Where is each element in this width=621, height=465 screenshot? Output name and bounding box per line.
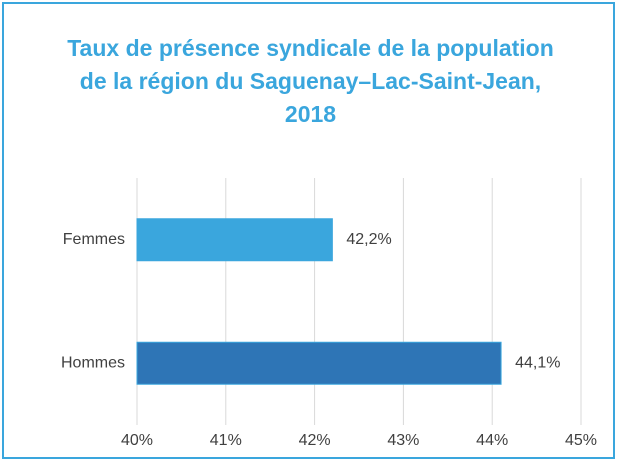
- x-tick-label: 44%: [476, 432, 508, 449]
- value-label: 42,2%: [346, 231, 391, 248]
- category-label: Femmes: [63, 231, 125, 248]
- x-tick-label: 40%: [121, 432, 153, 449]
- value-label: 44,1%: [515, 354, 560, 371]
- x-tick-label: 45%: [565, 432, 597, 449]
- bar: [136, 341, 502, 385]
- category-label: Hommes: [61, 354, 125, 371]
- chart-title: Taux de présence syndicale de la populat…: [67, 35, 554, 127]
- x-tick-label: 43%: [387, 432, 419, 449]
- x-tick-label: 41%: [210, 432, 242, 449]
- x-tick-label: 42%: [299, 432, 331, 449]
- bar: [136, 218, 333, 262]
